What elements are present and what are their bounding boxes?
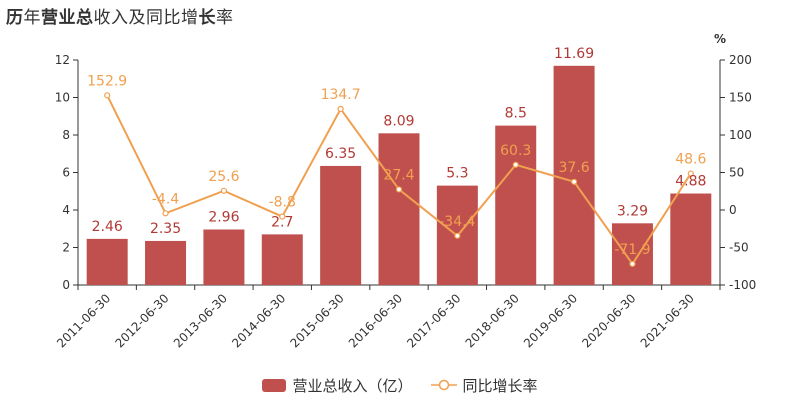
legend-item-revenue[interactable]: 营业总收入（亿） bbox=[262, 375, 413, 396]
legend-label-growth: 同比增长率 bbox=[462, 376, 538, 395]
growth-value-label: -71.9 bbox=[614, 242, 650, 258]
bar-value-label: 4.88 bbox=[675, 174, 706, 190]
y-right-tick-label: 0 bbox=[729, 203, 737, 217]
y-right-tick-label: 100 bbox=[729, 128, 752, 142]
bar bbox=[495, 125, 537, 285]
y-left-tick-label: 0 bbox=[62, 278, 70, 292]
legend-item-growth[interactable]: 同比增长率 bbox=[430, 375, 538, 396]
bar-value-label: 2.35 bbox=[150, 221, 181, 237]
growth-value-label: 27.4 bbox=[383, 167, 414, 183]
growth-point bbox=[395, 186, 403, 193]
x-tick-label: 2013-06-30 bbox=[171, 291, 230, 350]
y-left-tick-label: 2 bbox=[62, 241, 70, 255]
bar-value-label: 6.35 bbox=[325, 146, 356, 162]
bar bbox=[553, 65, 595, 285]
bar-value-label: 11.69 bbox=[554, 46, 594, 62]
growth-point bbox=[629, 260, 636, 268]
y-right-tick-label: 150 bbox=[729, 91, 752, 105]
y-left-tick-label: 4 bbox=[62, 203, 70, 217]
chart-title: 历年营业总收入及同比增长率 bbox=[6, 3, 234, 28]
bar bbox=[261, 234, 303, 285]
bar-value-label: 2.46 bbox=[92, 219, 123, 235]
chart-title-part: 率 bbox=[216, 8, 234, 28]
legend-line-swatch bbox=[430, 379, 457, 391]
bar bbox=[378, 133, 420, 285]
bar bbox=[611, 223, 653, 285]
x-tick-label: 2020-06-30 bbox=[579, 291, 638, 350]
growth-value-label: 48.6 bbox=[675, 152, 706, 168]
x-tick-label: 2021-06-30 bbox=[638, 291, 697, 350]
growth-point bbox=[570, 178, 578, 185]
legend-label-revenue: 营业总收入（亿） bbox=[292, 376, 413, 395]
growth-value-label: -8.8 bbox=[269, 195, 296, 211]
bar-value-label: 3.29 bbox=[617, 203, 648, 219]
bar-value-label: 5.3 bbox=[446, 166, 468, 182]
growth-value-label: 25.6 bbox=[208, 169, 239, 185]
x-tick-label: 2017-06-30 bbox=[404, 291, 463, 350]
y-left-tick-label: 6 bbox=[62, 166, 70, 180]
bar bbox=[670, 193, 712, 285]
x-tick-label: 2019-06-30 bbox=[521, 291, 580, 350]
bar bbox=[203, 229, 245, 285]
bar bbox=[145, 240, 187, 285]
growth-value-label: 134.7 bbox=[321, 87, 361, 103]
y-right-tick-label: -100 bbox=[729, 278, 756, 292]
growth-value-label: 152.9 bbox=[87, 73, 127, 89]
growth-point bbox=[454, 232, 461, 239]
legend: 营业总收入（亿） 同比增长率 bbox=[0, 373, 800, 397]
growth-point bbox=[220, 187, 228, 194]
growth-value-label: -34.4 bbox=[439, 214, 475, 230]
x-tick-label: 2012-06-30 bbox=[112, 291, 171, 350]
bar-value-label: 2.96 bbox=[208, 210, 239, 226]
bar bbox=[320, 165, 362, 285]
chart-title-part: 收入及同比增 bbox=[93, 8, 199, 28]
y-right-unit: % bbox=[714, 32, 726, 46]
growth-value-label: 37.6 bbox=[559, 160, 590, 176]
growth-point bbox=[687, 170, 694, 177]
chart-title-part: 年 bbox=[23, 8, 41, 28]
growth-point bbox=[104, 92, 111, 99]
growth-value-label: -4.4 bbox=[152, 191, 179, 207]
growth-point bbox=[337, 105, 344, 113]
growth-value-label: 60.3 bbox=[500, 143, 531, 159]
x-tick-label: 2016-06-30 bbox=[346, 291, 405, 350]
bar-value-label: 8.09 bbox=[383, 113, 414, 129]
x-tick-label: 2014-06-30 bbox=[229, 291, 288, 350]
chart-title-part: 长 bbox=[198, 8, 216, 28]
y-left-tick-label: 10 bbox=[55, 91, 70, 105]
x-tick-label: 2011-06-30 bbox=[54, 291, 113, 350]
bar bbox=[86, 238, 128, 285]
chart-title-part: 历 bbox=[6, 8, 24, 28]
x-tick-label: 2018-06-30 bbox=[463, 291, 522, 350]
growth-point bbox=[512, 161, 519, 168]
y-left-tick-label: 8 bbox=[62, 128, 70, 142]
x-tick-label: 2015-06-30 bbox=[288, 291, 347, 350]
y-right-tick-label: 50 bbox=[729, 166, 744, 180]
chart-title-part: 营业总 bbox=[41, 8, 94, 28]
growth-point bbox=[279, 213, 286, 220]
y-left-tick-label: 12 bbox=[55, 53, 70, 67]
bar-value-label: 2.7 bbox=[271, 214, 293, 230]
bar-value-label: 8.5 bbox=[505, 106, 527, 122]
legend-bar-swatch bbox=[262, 378, 287, 392]
y-right-tick-label: -50 bbox=[729, 241, 749, 255]
y-right-tick-label: 200 bbox=[729, 53, 752, 67]
growth-point bbox=[162, 210, 169, 217]
